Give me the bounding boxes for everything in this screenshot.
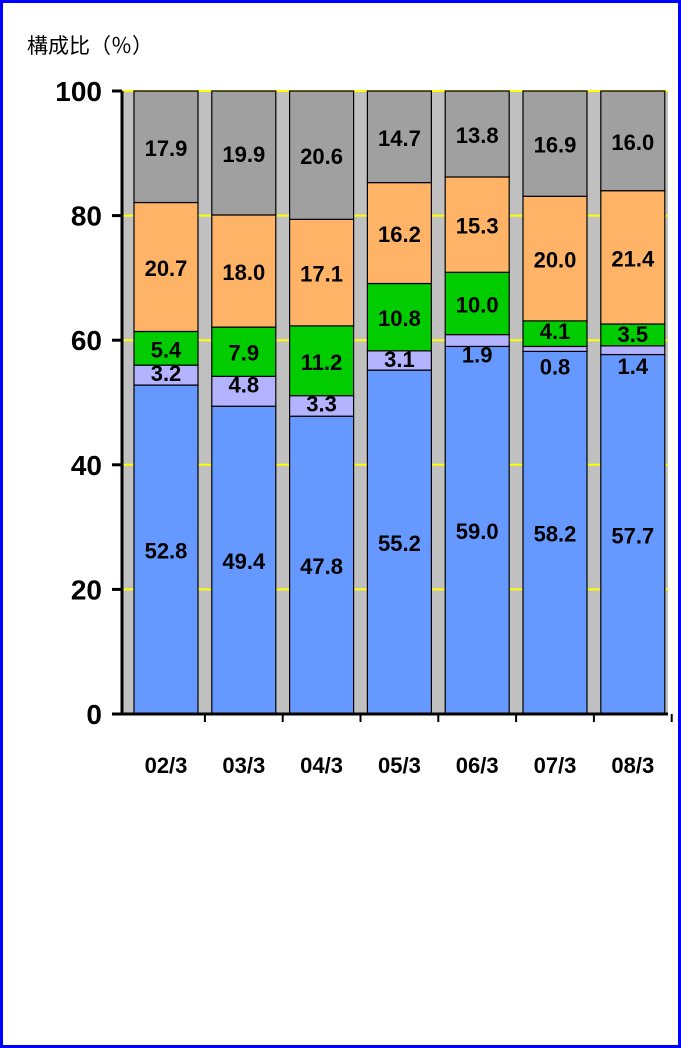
data-label: 59.0 [456,519,499,544]
x-tick-label: 04/3 [300,753,343,778]
data-label: 3.3 [306,392,337,417]
bar-segment [522,90,588,197]
y-tick-label: 40 [71,450,102,481]
bar-segment [522,195,588,322]
data-label: 16.0 [611,130,654,155]
data-label: 3.2 [151,361,182,386]
bar-segment [289,218,355,327]
bar-segment [211,375,277,407]
bar-segment [289,90,355,220]
data-label: 58.2 [534,522,577,547]
data-label: 57.7 [611,523,654,548]
y-tick-label: 20 [71,574,102,605]
bar-segment [444,345,510,715]
data-label: 20.0 [534,248,577,273]
bar-segment [211,405,277,715]
data-label: 5.4 [151,337,182,362]
bar-segment [600,90,666,192]
bar-segment [444,176,510,273]
x-tick-label: 08/3 [611,753,654,778]
bar-segment [133,201,199,333]
data-label: 14.7 [378,126,421,151]
bar-segment [133,384,199,715]
data-label: 47.8 [300,554,343,579]
data-label: 1.4 [618,354,649,379]
bar-segment [133,330,199,366]
data-label: 52.8 [145,539,188,564]
data-label: 19.9 [222,142,265,167]
y-tick-label: 80 [71,201,102,232]
data-label: 10.0 [456,292,499,317]
x-tick-label: 05/3 [378,753,421,778]
bar-segment [522,320,588,348]
data-label: 11.2 [301,350,343,375]
x-tick-label: 03/3 [222,753,265,778]
bar-segment [133,90,199,204]
bar-segment [366,369,432,715]
x-tick-label: 02/3 [145,753,188,778]
y-tick-label: 100 [55,76,102,107]
data-label: 13.8 [456,123,499,148]
bar-segment [289,325,355,397]
data-label: 1.9 [462,343,493,368]
bar-segment [211,90,277,216]
data-label: 20.7 [145,256,188,281]
data-label: 3.1 [384,347,415,372]
bar-segment [211,214,277,328]
data-label: 16.9 [534,133,577,158]
data-label: 3.5 [618,322,649,347]
data-label: 18.0 [222,260,265,285]
y-tick-label: 60 [71,325,102,356]
y-tick-label: 0 [86,699,102,730]
bar-segment [444,90,510,178]
data-label: 10.8 [378,306,421,331]
data-label: 7.9 [229,341,260,366]
bar-segment [366,181,432,285]
data-label: 49.4 [222,549,266,574]
x-tick-label: 07/3 [534,753,577,778]
bar-segment [289,415,355,715]
bar-segment [444,271,510,336]
data-label: 20.6 [300,144,343,169]
data-label: 15.3 [456,214,499,239]
data-label: 17.9 [145,136,188,161]
data-label: 4.1 [540,319,571,344]
bar-segment [522,350,588,715]
data-label: 17.1 [300,262,343,287]
bar-segment [522,345,588,353]
data-label: 4.8 [229,372,260,397]
bar-segment [366,90,432,184]
data-label: 55.2 [378,531,421,556]
y-axis-unit-label: 構成比（％） [27,34,153,58]
x-tick-label: 06/3 [456,753,499,778]
data-label: 21.4 [611,246,655,271]
data-label: 0.8 [540,354,571,379]
data-label: 16.2 [378,222,421,247]
bar-segment [211,326,277,377]
